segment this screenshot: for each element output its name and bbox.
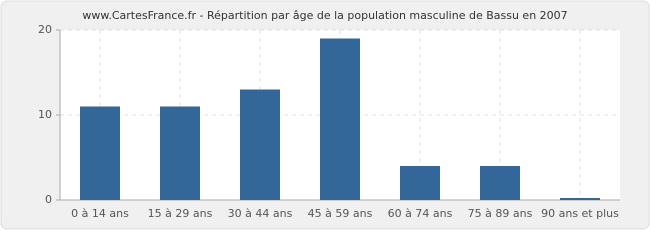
bar — [240, 89, 280, 200]
x-tick-label: 90 ans et plus — [541, 207, 619, 220]
bar — [400, 166, 440, 200]
bar — [160, 106, 200, 200]
x-tick-label: 75 à 89 ans — [468, 207, 533, 220]
x-tick-label: 45 à 59 ans — [308, 207, 373, 220]
chart-title: www.CartesFrance.fr - Répartition par âg… — [82, 9, 567, 22]
y-tick-label: 20 — [38, 23, 52, 36]
chart: www.CartesFrance.fr - Répartition par âg… — [0, 0, 650, 230]
x-tick-label: 0 à 14 ans — [71, 207, 129, 220]
bar — [80, 106, 120, 200]
bar — [320, 38, 360, 200]
bar — [480, 166, 520, 200]
y-tick-label: 0 — [45, 193, 52, 206]
x-tick-label: 30 à 44 ans — [228, 207, 293, 220]
x-tick-label: 60 à 74 ans — [388, 207, 453, 220]
bar — [560, 198, 600, 200]
y-tick-label: 10 — [38, 108, 52, 121]
x-tick-label: 15 à 29 ans — [148, 207, 213, 220]
